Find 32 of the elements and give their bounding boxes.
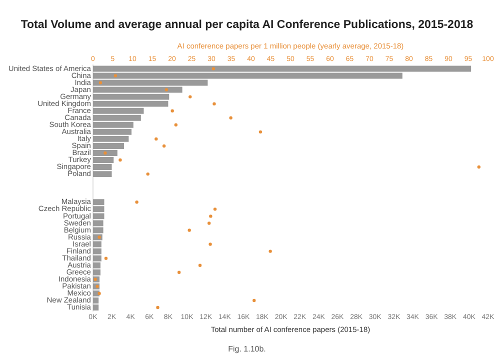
point (154, 137, 158, 141)
point (156, 306, 160, 310)
point (164, 88, 168, 92)
point (104, 151, 107, 155)
point (208, 222, 211, 225)
point (98, 81, 102, 84)
point (98, 292, 101, 296)
point (114, 74, 118, 78)
chart-title: Total Volume and average annual per capita AI Conference Publications, 2015-2018 (20, 19, 474, 32)
point (135, 200, 138, 204)
point (162, 144, 166, 148)
point (258, 130, 262, 134)
point (104, 256, 108, 260)
point (174, 123, 178, 126)
point (477, 165, 481, 169)
point (208, 242, 212, 246)
point (252, 298, 256, 302)
point (170, 109, 174, 112)
caption: Fig. 1.10b. (228, 344, 266, 354)
point (96, 284, 99, 288)
point (229, 116, 232, 120)
point (212, 67, 216, 70)
point (146, 172, 150, 176)
point (188, 228, 191, 232)
point (213, 208, 217, 211)
point (118, 158, 122, 162)
point (209, 214, 212, 218)
point (177, 270, 181, 274)
point (188, 95, 192, 98)
point (212, 102, 216, 106)
point (198, 264, 202, 267)
point (268, 250, 272, 253)
